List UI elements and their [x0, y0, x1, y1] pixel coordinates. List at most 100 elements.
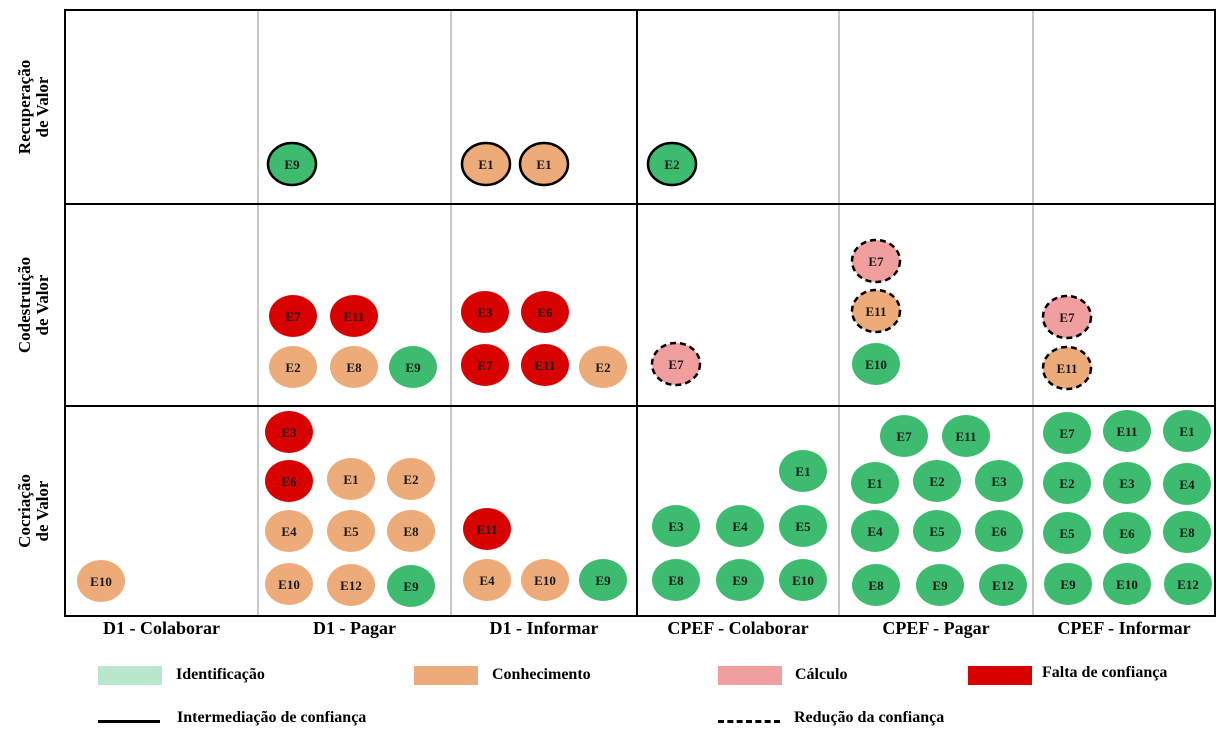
column-label-d1-pagar: D1 - Pagar	[313, 618, 396, 638]
node-label: E7	[1059, 310, 1075, 325]
node-circle	[1043, 462, 1091, 504]
node-label: E4	[1179, 477, 1195, 492]
node-e12: E12	[327, 564, 375, 606]
node-label: E8	[668, 573, 684, 588]
node-circle	[1041, 345, 1093, 391]
node-circle	[913, 460, 961, 502]
legend-label-calculo: Cálculo	[795, 666, 848, 683]
node-e9: E9	[387, 565, 435, 607]
node-circle	[579, 346, 627, 388]
node-label: E6	[991, 524, 1007, 539]
node-label: E9	[405, 360, 421, 375]
node-label: E5	[1059, 526, 1075, 541]
node-label: E9	[732, 573, 748, 588]
node-circle	[852, 343, 900, 385]
node-label: E10	[278, 577, 300, 592]
node-e8: E8	[852, 564, 900, 606]
node-circle	[1163, 463, 1211, 505]
node-e2: E2	[1043, 462, 1091, 504]
node-label: E3	[991, 474, 1007, 489]
node-e3: E3	[975, 460, 1023, 502]
node-e9: E9	[579, 559, 627, 601]
node-label: E10	[90, 574, 112, 589]
node-e2: E2	[269, 346, 317, 388]
row-label-cocriacao-line1: Cocriação	[15, 474, 34, 548]
node-label: E4	[281, 524, 297, 539]
node-e11: E11	[521, 344, 569, 386]
node-circle	[521, 291, 569, 333]
node-circle	[1103, 512, 1151, 554]
node-e10: E10	[1103, 563, 1151, 605]
node-circle	[265, 510, 313, 552]
node-label: E10	[865, 357, 887, 372]
node-circle	[265, 460, 313, 502]
column-label-d1-informar: D1 - Informar	[489, 618, 599, 638]
node-circle	[852, 564, 900, 606]
node-label: E11	[535, 358, 556, 373]
node-label: E3	[668, 519, 684, 534]
node-label: E7	[1059, 426, 1075, 441]
node-e11: E11	[463, 508, 511, 550]
node-e10: E10	[852, 343, 900, 385]
node-e10: E10	[77, 560, 125, 602]
node-label: E6	[537, 305, 553, 320]
node-circle	[652, 505, 700, 547]
node-e6: E6	[521, 291, 569, 333]
node-label: E8	[868, 578, 884, 593]
node-circle	[461, 291, 509, 333]
row-label-cocriacao-line2: de Valor	[33, 480, 52, 541]
node-label: E11	[344, 309, 365, 324]
node-label: E9	[403, 579, 419, 594]
node-circle	[1043, 412, 1091, 454]
node-circle	[880, 415, 928, 457]
node-label: E2	[664, 157, 679, 172]
node-circle	[652, 559, 700, 601]
legend-colors: Identificação Conhecimento Cálculo Falta…	[0, 662, 1220, 692]
node-circle	[1041, 294, 1093, 340]
legend-swatch-falta	[968, 666, 1032, 685]
node-e10: E10	[265, 563, 313, 605]
node-e3: E3	[265, 411, 313, 453]
node-e6: E6	[1103, 512, 1151, 554]
node-e1: E1	[1163, 410, 1211, 452]
node-e12: E12	[1164, 563, 1212, 605]
node-label: E6	[1119, 526, 1135, 541]
node-e9: E9	[1044, 563, 1092, 605]
node-e7: E7	[1041, 294, 1093, 340]
node-circle	[913, 510, 961, 552]
node-circle	[463, 559, 511, 601]
node-circle	[1163, 410, 1211, 452]
node-label: E11	[1117, 424, 1138, 439]
node-label: E2	[403, 472, 418, 487]
node-circle	[850, 288, 902, 334]
legend-label-conhecimento: Conhecimento	[492, 666, 591, 683]
node-e1: E1	[460, 141, 512, 187]
node-label: E2	[929, 474, 944, 489]
node-circle	[387, 565, 435, 607]
node-e4: E4	[265, 510, 313, 552]
node-label: E3	[281, 425, 297, 440]
node-circle	[851, 462, 899, 504]
node-e1: E1	[851, 462, 899, 504]
node-label: E8	[403, 524, 419, 539]
legend-label-identificacao: Identificação	[176, 666, 265, 683]
node-e6: E6	[975, 510, 1023, 552]
node-label: E2	[1059, 476, 1074, 491]
node-e5: E5	[1043, 512, 1091, 554]
node-circle	[716, 559, 764, 601]
node-label: E9	[1060, 577, 1076, 592]
node-circle	[518, 141, 570, 187]
major-grid-lines	[64, 9, 1216, 617]
node-e1: E1	[779, 450, 827, 492]
node-circle	[1103, 410, 1151, 452]
node-circle	[327, 510, 375, 552]
node-circle	[979, 564, 1027, 606]
node-label: E3	[477, 305, 493, 320]
node-circle	[266, 141, 318, 187]
node-e8: E8	[652, 559, 700, 601]
legend-label-reducao: Redução da confiança	[794, 709, 945, 726]
node-label: E11	[956, 429, 977, 444]
node-e11: E11	[942, 415, 990, 457]
node-label: E7	[668, 357, 684, 372]
node-label: E4	[479, 573, 495, 588]
